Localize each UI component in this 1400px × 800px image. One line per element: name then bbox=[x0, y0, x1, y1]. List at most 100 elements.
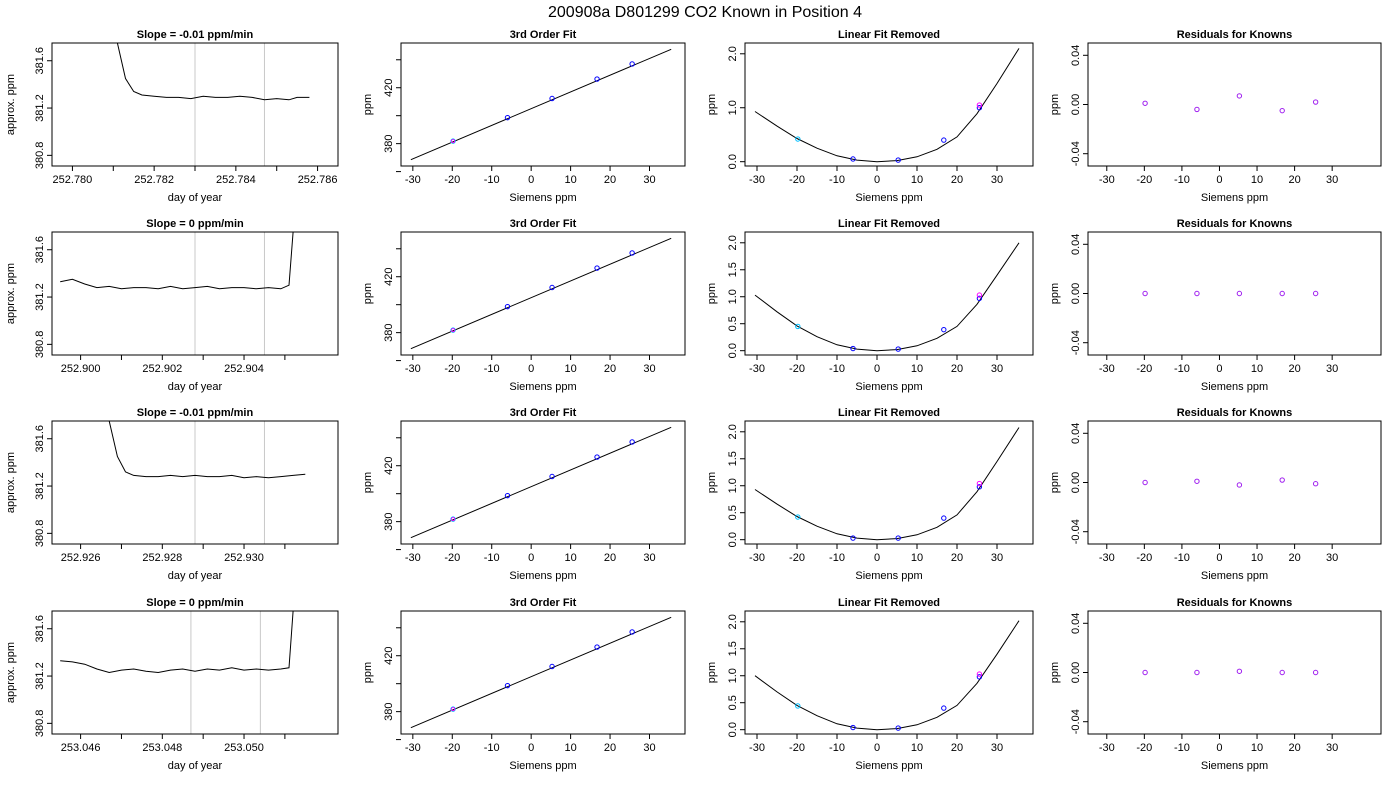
x-tick-label: -10 bbox=[484, 742, 500, 754]
panel-residuals-row2: Residuals for Knowns -30 -20 -10 0 10 20 30 -0.0… bbox=[1049, 218, 1382, 393]
plot-area bbox=[1142, 668, 1319, 676]
panel-linear_removed-row4: Linear Fit Removed -30 -20 -10 0 10 20 30 0.0 0.5… bbox=[706, 597, 1034, 772]
y-tick-label: 420 bbox=[383, 647, 395, 665]
y-tick-label: 1.0 bbox=[727, 100, 739, 115]
x-tick-label: 20 bbox=[1288, 742, 1300, 754]
timeseries-line bbox=[116, 43, 310, 101]
data-point bbox=[1142, 479, 1148, 486]
plot-area bbox=[754, 427, 1020, 541]
y-axis-label: ppm bbox=[1049, 283, 1061, 304]
y-tick-label: 420 bbox=[383, 268, 395, 286]
x-axis-label: Siemens ppm bbox=[509, 192, 576, 204]
panel-fit-row4: 3rd Order Fit -30 -20 -10 0 10 20 30 380 420 Sieme… bbox=[362, 597, 686, 772]
plot-frame bbox=[744, 42, 1034, 167]
quadratic-curve bbox=[754, 620, 1020, 731]
x-tick-label: 20 bbox=[604, 174, 616, 186]
y-tick-label: 1.0 bbox=[727, 478, 739, 493]
y-axis-label: ppm bbox=[706, 94, 718, 115]
x-axis-label: Siemens ppm bbox=[855, 570, 922, 582]
y-tick-label: 0.5 bbox=[727, 505, 739, 520]
data-point bbox=[1312, 99, 1319, 105]
x-tick-label: 253.046 bbox=[61, 742, 101, 754]
x-tick-label: -30 bbox=[749, 552, 765, 564]
quadratic-curve bbox=[754, 427, 1020, 541]
data-point bbox=[895, 157, 901, 163]
x-tick-label: -30 bbox=[749, 742, 765, 754]
data-point bbox=[549, 663, 555, 670]
plot-frame bbox=[51, 42, 339, 167]
plot-frame bbox=[51, 610, 339, 735]
x-tick-label: 252.926 bbox=[61, 552, 101, 564]
x-tick-label: 30 bbox=[643, 552, 655, 564]
x-tick-label: 252.786 bbox=[298, 174, 338, 186]
data-point bbox=[1194, 290, 1200, 297]
y-tick-label: 2.0 bbox=[727, 235, 739, 250]
data-point bbox=[594, 644, 600, 650]
x-tick-label: 20 bbox=[604, 742, 616, 754]
y-axis-label: ppm bbox=[362, 662, 374, 683]
y-axis-label: ppm bbox=[706, 283, 718, 304]
panel-title: Slope = -0.01 ppm/min bbox=[137, 29, 254, 41]
fit-line bbox=[410, 237, 672, 350]
y-tick-label: 0.00 bbox=[1070, 472, 1082, 493]
x-tick-label: 0 bbox=[528, 363, 534, 375]
panel-timeseries-row3: Slope = -0.01 ppm/min 252.926 252.928 252.9… bbox=[5, 407, 339, 582]
data-point bbox=[594, 454, 600, 460]
plot-frame bbox=[1087, 231, 1382, 356]
x-axis-label: Siemens ppm bbox=[1201, 760, 1268, 772]
x-tick-label: -20 bbox=[444, 552, 460, 564]
data-point-overlay bbox=[451, 328, 456, 333]
data-point bbox=[895, 346, 901, 352]
data-point bbox=[941, 705, 947, 711]
plot-area bbox=[754, 620, 1020, 731]
data-point bbox=[1142, 290, 1148, 297]
y-axis-label: ppm bbox=[706, 472, 718, 493]
x-tick-label: -30 bbox=[1099, 552, 1115, 564]
x-tick-label: 30 bbox=[991, 742, 1003, 754]
x-tick-label: -10 bbox=[829, 363, 845, 375]
timeseries-line bbox=[60, 232, 294, 290]
x-tick-label: 253.048 bbox=[142, 742, 182, 754]
data-point bbox=[1236, 482, 1243, 488]
data-point bbox=[976, 295, 983, 302]
y-tick-label: 2.0 bbox=[727, 46, 739, 61]
data-point bbox=[1279, 669, 1285, 676]
data-point bbox=[850, 724, 856, 731]
data-point bbox=[594, 265, 600, 271]
plot-area bbox=[410, 616, 672, 729]
x-tick-label: -20 bbox=[1136, 363, 1152, 375]
data-point bbox=[1279, 477, 1285, 483]
timeseries-line bbox=[60, 611, 294, 674]
data-point bbox=[976, 671, 983, 677]
data-point-overlay bbox=[451, 139, 456, 144]
y-tick-label: 380.8 bbox=[34, 142, 46, 170]
plot-frame bbox=[1087, 610, 1382, 735]
y-axis-label: ppm bbox=[1049, 472, 1061, 493]
figure-title: 200908a D801299 CO2 Known in Position 4 bbox=[548, 4, 862, 21]
y-axis-label: ppm bbox=[1049, 94, 1061, 115]
y-tick-label: -0.04 bbox=[1070, 330, 1082, 355]
data-point bbox=[450, 327, 456, 333]
x-tick-label: 252.784 bbox=[216, 174, 256, 186]
data-point bbox=[1142, 100, 1148, 106]
data-point bbox=[1279, 107, 1285, 114]
y-tick-label: 0.04 bbox=[1070, 234, 1082, 255]
data-point bbox=[629, 629, 635, 635]
plot-frame bbox=[400, 420, 686, 545]
plot-area bbox=[754, 48, 1020, 163]
data-point bbox=[1236, 93, 1243, 99]
x-tick-label: 20 bbox=[604, 363, 616, 375]
x-axis-label: day of year bbox=[168, 192, 223, 204]
x-tick-label: 30 bbox=[1326, 742, 1338, 754]
y-tick-label: 381.2 bbox=[34, 662, 46, 690]
fit-line bbox=[410, 426, 672, 539]
y-axis-label: ppm bbox=[1049, 662, 1061, 683]
panel-residuals-row4: Residuals for Knowns -30 -20 -10 0 10 20 30 -0.0… bbox=[1049, 597, 1382, 772]
plot-frame bbox=[51, 231, 339, 356]
data-point bbox=[795, 703, 801, 709]
x-tick-label: -30 bbox=[1099, 742, 1115, 754]
x-tick-label: -30 bbox=[405, 552, 421, 564]
y-axis-label: ppm bbox=[362, 283, 374, 304]
data-point bbox=[450, 706, 456, 712]
